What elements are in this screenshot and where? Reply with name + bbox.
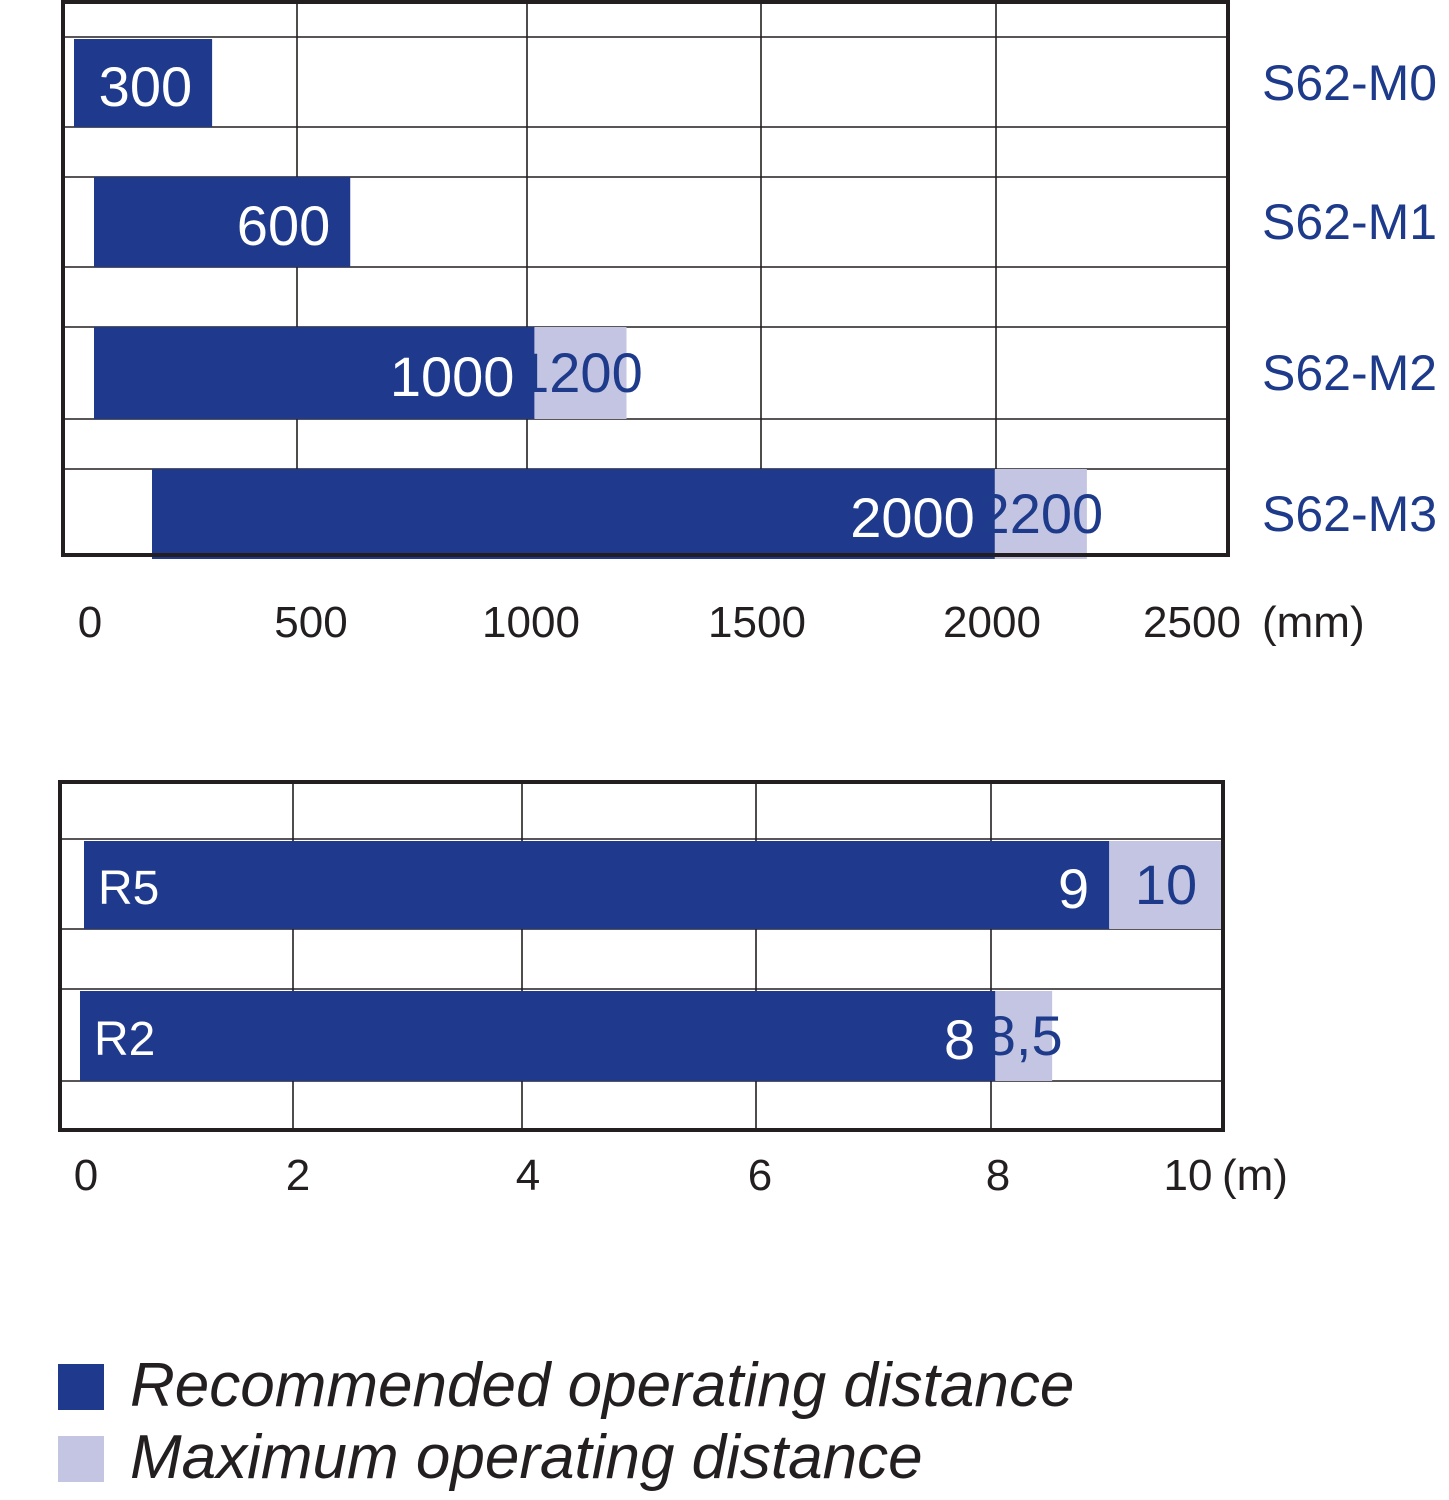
- category-label: S62-M2: [1262, 345, 1437, 401]
- category-label: R2: [94, 1013, 155, 1066]
- bar-label-recommended: 300: [99, 55, 192, 118]
- x-tick-label: 4: [516, 1151, 540, 1200]
- legend-recommended-label: Recommended operating distance: [130, 1351, 1075, 1420]
- bar-label-recommended: 9: [1058, 857, 1089, 920]
- legend-recommended-swatch: [58, 1364, 104, 1410]
- bar-label-maximum: 10: [1135, 853, 1197, 916]
- legend-maximum-label: Maximum operating distance: [130, 1423, 923, 1492]
- legend-maximum: Maximum operating distance: [58, 1423, 1358, 1496]
- bar-recommended: [152, 469, 995, 559]
- bar-maximum: [534, 327, 627, 419]
- x-tick-label: 1000: [482, 598, 580, 647]
- x-tick-label: 2000: [943, 598, 1041, 647]
- x-tick-label: 1500: [708, 598, 806, 647]
- bar-label-recommended: 8: [944, 1008, 975, 1071]
- legend-recommended: Recommended operating distance: [58, 1351, 1358, 1424]
- bar-recommended: [84, 841, 1110, 929]
- plot-frame: [61, 0, 1230, 557]
- x-unit-label: (m): [1222, 1151, 1288, 1200]
- category-label: S62-M1: [1262, 194, 1437, 250]
- x-tick-label: 500: [274, 598, 347, 647]
- x-tick-label: 10: [1164, 1151, 1213, 1200]
- bar-label-maximum: 8,5: [985, 1004, 1063, 1067]
- x-tick-label: 0: [74, 1151, 98, 1200]
- plot-frame: [58, 780, 1225, 1132]
- bar-label-maximum: 1200: [518, 341, 643, 404]
- x-unit-label: (mm): [1262, 598, 1365, 647]
- legend-maximum-swatch: [58, 1436, 104, 1482]
- bar-label-recommended: 600: [237, 194, 330, 257]
- bar-recommended: [80, 991, 996, 1081]
- x-tick-label: 8: [986, 1151, 1010, 1200]
- x-tick-label: 6: [748, 1151, 772, 1200]
- x-tick-label: 0: [78, 598, 102, 647]
- x-tick-label: 2: [286, 1151, 310, 1200]
- bar-maximum: [994, 469, 1087, 559]
- x-tick-label: 2500: [1143, 598, 1241, 647]
- bar-recommended: [94, 327, 535, 419]
- bar-maximum: [1109, 841, 1223, 929]
- category-label: S62-M3: [1262, 486, 1437, 542]
- bar-recommended: [94, 177, 351, 267]
- bar-label-recommended: 2000: [850, 486, 975, 549]
- bar-label-maximum: 2200: [979, 482, 1104, 545]
- bar-recommended: [74, 39, 213, 127]
- category-label: S62-M0: [1262, 55, 1437, 111]
- bar-label-recommended: 1000: [390, 345, 515, 408]
- bar-maximum: [995, 991, 1053, 1081]
- category-label: R5: [98, 862, 159, 915]
